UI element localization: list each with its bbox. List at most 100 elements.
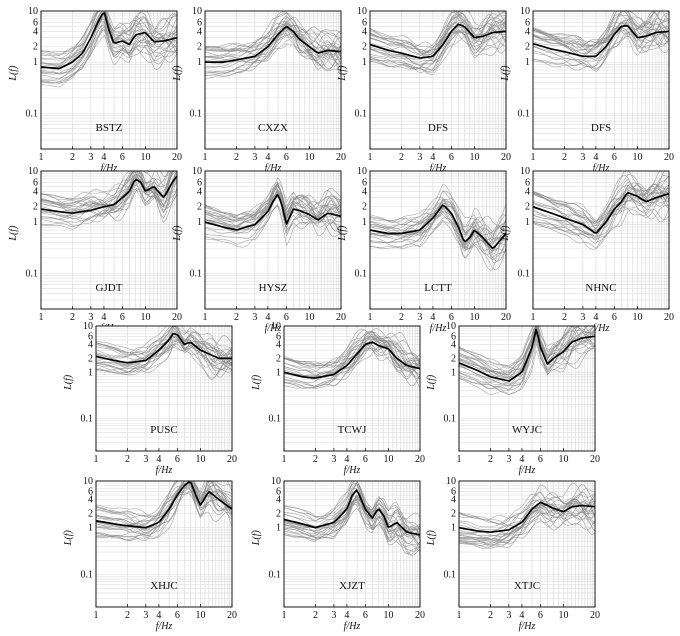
station-curve (369, 16, 507, 54)
mean-curve (204, 193, 342, 231)
y-axis-label: L(f) (337, 225, 348, 242)
x-tick-label: 10 (384, 610, 394, 621)
station-curve (40, 170, 177, 205)
x-axis-label: f/Hz (344, 621, 361, 632)
station-curve (283, 336, 421, 384)
station-curve (458, 501, 596, 544)
y-tick-label: 0.1 (26, 268, 39, 279)
plot-border (40, 170, 178, 310)
station-curve (95, 326, 233, 367)
x-tick-label: 10 (305, 312, 315, 323)
station-curve (204, 12, 342, 47)
station-curve (458, 492, 596, 528)
x-tick-label: 6 (538, 610, 543, 621)
mean-curve (532, 24, 670, 58)
plot-border (40, 10, 178, 150)
y-tick-label: 2 (362, 202, 367, 213)
station-curve (40, 178, 178, 230)
station-curve (204, 188, 342, 226)
plot-border (204, 170, 342, 310)
x-tick-label: 1 (39, 312, 44, 323)
y-axis-label: L(f) (251, 530, 262, 547)
x-tick-label: 10 (470, 312, 480, 323)
station-curve (532, 183, 670, 224)
x-tick-label: 1 (457, 610, 462, 621)
x-tick-label: 1 (94, 610, 99, 621)
station-curve (283, 480, 421, 536)
station-curve (283, 484, 421, 532)
y-tick-label: 0.1 (518, 268, 531, 279)
y-tick-label: 4 (276, 495, 281, 506)
y-tick-label: 6 (362, 17, 367, 28)
y-axis-label: L(f) (426, 374, 437, 391)
station-label: DFS (428, 122, 448, 134)
y-tick-label: 1 (33, 217, 38, 228)
x-axis-label: f/Hz (519, 465, 536, 476)
station-curve (40, 176, 178, 219)
x-tick-label: 4 (593, 152, 598, 163)
x-tick-label: 6 (175, 454, 180, 465)
x-axis-label: f/Hz (593, 163, 610, 174)
x-axis-label: f/Hz (430, 323, 447, 334)
station-curve (95, 481, 233, 530)
station-curve (458, 493, 596, 540)
x-tick-label: 2 (399, 152, 404, 163)
y-tick-label: 4 (451, 339, 456, 350)
x-tick-label: 6 (120, 312, 125, 323)
station-curve (40, 190, 178, 222)
x-tick-label: 1 (457, 454, 462, 465)
station-curve (204, 195, 342, 234)
station-label: BSTZ (96, 122, 123, 134)
station-curve (283, 331, 421, 366)
station-curve (458, 324, 596, 376)
station-curve (204, 177, 342, 217)
y-tick-label: 10 (192, 166, 202, 177)
station-curve (458, 498, 596, 525)
station-curve (458, 332, 596, 395)
station-curve (369, 30, 507, 72)
y-tick-label: 4 (197, 26, 202, 37)
y-tick-label: 1 (362, 57, 367, 68)
mean-curve (40, 12, 178, 70)
x-tick-label: 4 (265, 312, 270, 323)
x-tick-label: 10 (141, 152, 151, 163)
x-axis-label: f/Hz (156, 465, 173, 476)
station-label: WYJC (512, 424, 542, 436)
y-tick-label: 6 (33, 177, 38, 188)
y-tick-label: 6 (525, 17, 530, 28)
x-tick-label: 10 (141, 312, 151, 323)
station-curve (204, 12, 342, 58)
y-tick-label: 10 (83, 321, 93, 332)
station-curve (283, 482, 421, 534)
x-tick-label: 1 (531, 312, 536, 323)
x-tick-label: 2 (313, 610, 318, 621)
station-curve (204, 11, 342, 49)
x-tick-label: 10 (305, 152, 315, 163)
x-axis-label: f/Hz (430, 163, 447, 174)
y-tick-label: 10 (446, 321, 456, 332)
y-axis-label: L(f) (8, 225, 19, 242)
y-tick-label: 4 (88, 495, 93, 506)
x-tick-label: 3 (417, 152, 422, 163)
station-curve (95, 490, 233, 541)
station-label: XTJC (514, 580, 540, 592)
station-curve (532, 29, 670, 68)
x-axis-label: f/Hz (593, 323, 610, 334)
station-curve (40, 29, 178, 84)
y-tick-label: 0.1 (518, 108, 531, 119)
x-tick-label: 20 (415, 454, 425, 465)
station-curve (95, 325, 233, 355)
station-curve (458, 324, 596, 378)
x-tick-label: 4 (430, 152, 435, 163)
x-tick-label: 6 (538, 454, 543, 465)
station-curve (532, 20, 670, 69)
station-curve (369, 10, 507, 52)
station-curve (40, 170, 178, 211)
station-curve (369, 23, 507, 72)
x-axis-label: f/Hz (265, 163, 282, 174)
